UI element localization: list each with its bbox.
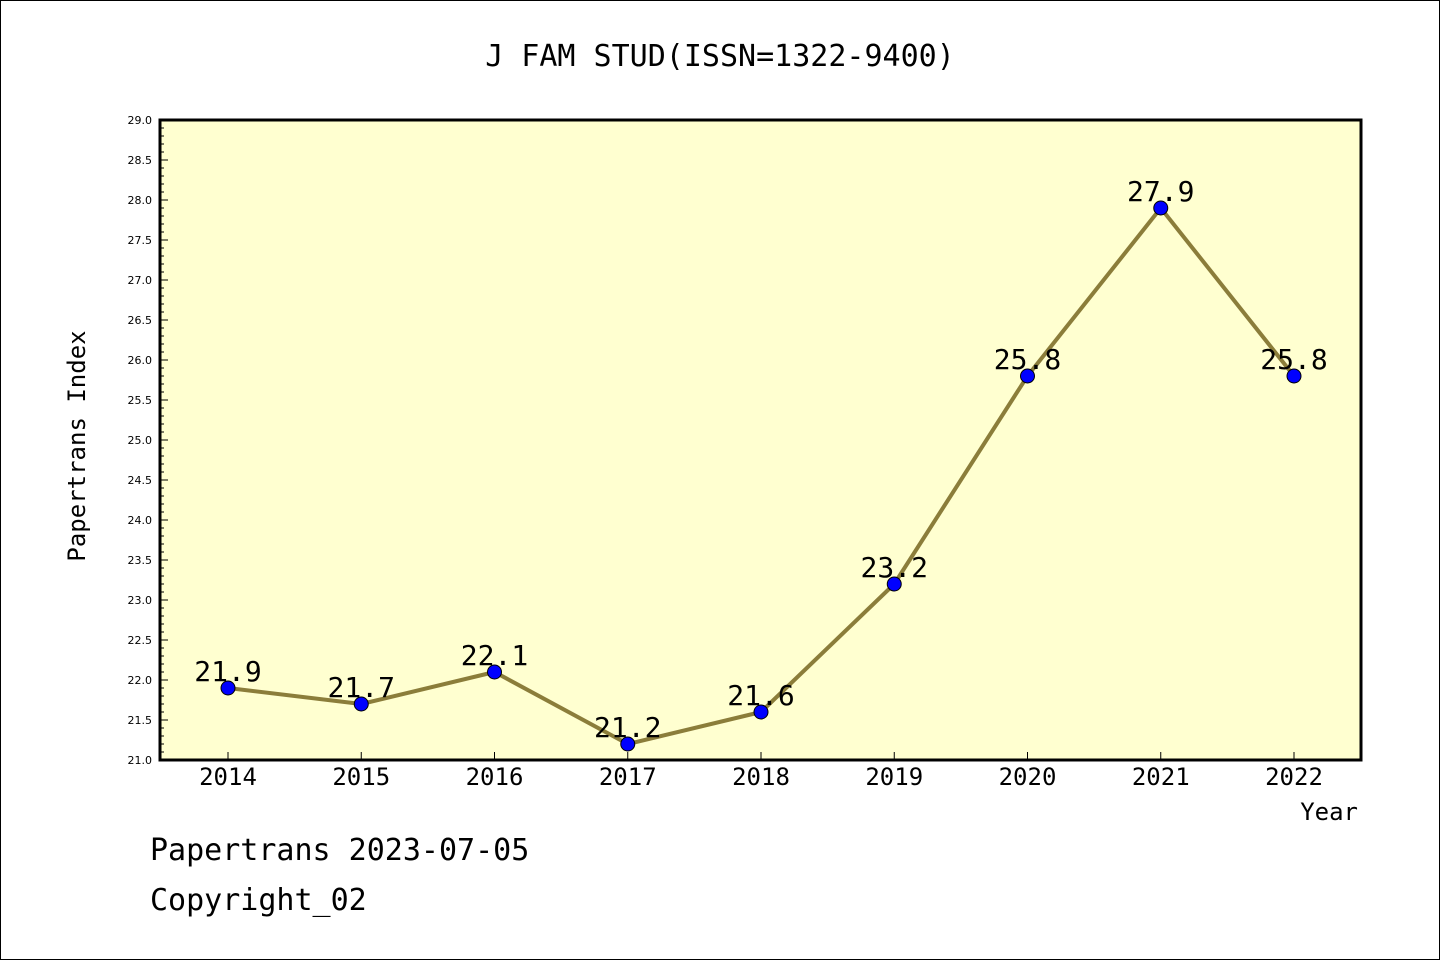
x-tick-label: 2015: [332, 763, 390, 791]
y-axis-label: Papertrans Index: [63, 330, 91, 561]
data-point: [1020, 368, 1035, 384]
footer-date: Papertrans 2023-07-05: [150, 833, 530, 868]
y-axis: 21.0 21.5 22.0 22.5 23.0 23.5 24.0 24.5 25.0 25.5…: [128, 114, 168, 767]
y-tick-label: 25.5: [128, 394, 153, 407]
y-tick-label: 22.0: [128, 674, 153, 687]
data-point: [487, 664, 502, 680]
data-label: 27.9: [1127, 175, 1194, 208]
x-tick-label: 2014: [199, 763, 257, 791]
y-tick-label: 26.0: [128, 354, 153, 367]
plot-border: [158, 118, 1363, 762]
x-tick-label: 2019: [865, 763, 923, 791]
data-point: [753, 704, 769, 720]
y-tick-label: 23.0: [128, 594, 153, 607]
x-tick-label: 2018: [732, 763, 790, 791]
x-tick-label: 2017: [599, 763, 657, 791]
data-label: 22.1: [461, 639, 528, 672]
data-label: 21.2: [594, 711, 661, 744]
y-tick-label: 25.0: [128, 434, 153, 447]
x-tick-label: 2020: [999, 763, 1057, 791]
data-point: [620, 736, 636, 752]
data-label: 25.8: [994, 343, 1061, 376]
data-point: [353, 696, 369, 712]
y-tick-label: 29.0: [128, 114, 153, 127]
y-tick-label: 23.5: [128, 554, 153, 567]
y-tick-label: 27.5: [128, 234, 153, 247]
y-tick-label: 24.5: [128, 474, 153, 487]
y-tick-label: 21.0: [128, 754, 153, 767]
y-tick-label: 28.5: [128, 154, 153, 167]
data-points: [220, 200, 1302, 752]
footer-copyright: Copyright_02: [150, 883, 367, 918]
data-label: 21.9: [194, 655, 261, 688]
data-label: 21.6: [727, 679, 794, 712]
data-point: [220, 680, 236, 696]
data-labels: 21.9 21.7 22.1 21.2 21.6 23.2 25.8 27.9 25.8: [194, 175, 1327, 744]
data-label: 23.2: [861, 551, 928, 584]
x-axis-label: Year: [1300, 798, 1358, 826]
data-point: [886, 576, 902, 592]
y-tick-label: 22.5: [128, 634, 153, 647]
plot-area: [160, 120, 1361, 760]
y-tick-label: 26.5: [128, 314, 153, 327]
y-tick-label: 27.0: [128, 274, 153, 287]
data-point: [1286, 368, 1302, 384]
x-tick-label: 2021: [1132, 763, 1190, 791]
x-axis: 2014 2015 2016 2017 2018 2019 2020 2021 2022: [199, 752, 1323, 791]
y-tick-label: 21.5: [128, 714, 153, 727]
x-tick-label: 2016: [466, 763, 524, 791]
data-label: 21.7: [328, 671, 395, 704]
chart-title: J FAM STUD(ISSN=1322-9400): [485, 39, 955, 74]
data-label: 25.8: [1260, 343, 1327, 376]
x-tick-label: 2022: [1265, 763, 1323, 791]
data-point: [1153, 200, 1169, 216]
y-tick-label: 28.0: [128, 194, 153, 207]
y-tick-label: 24.0: [128, 514, 153, 527]
